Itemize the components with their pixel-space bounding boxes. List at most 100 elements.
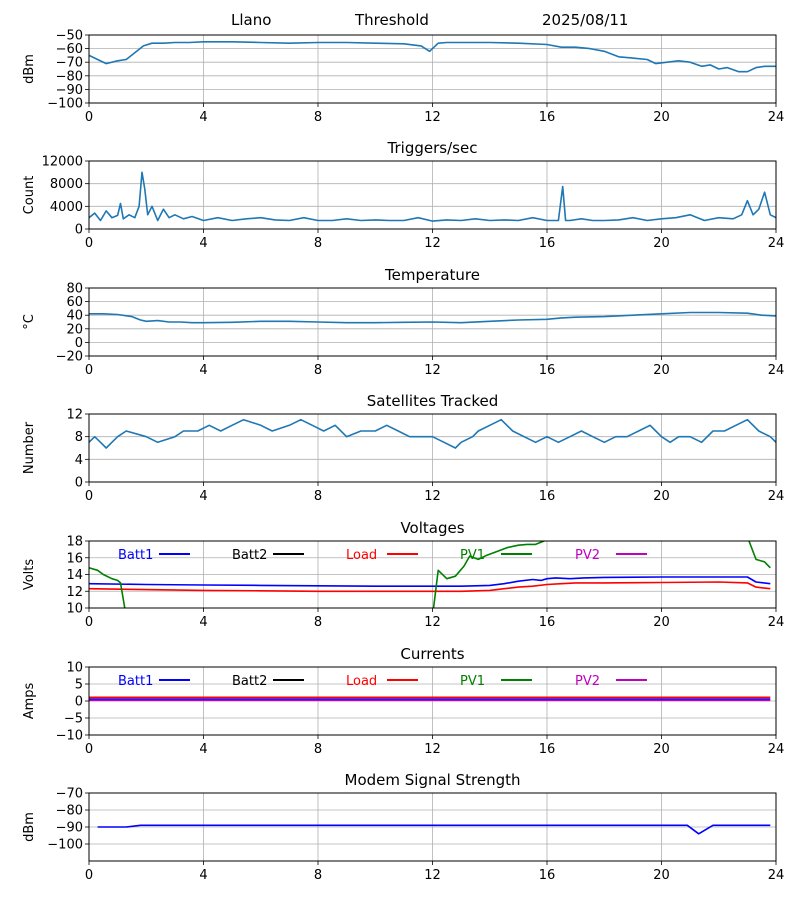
x-tick-label: 4 [199,868,207,883]
chart-title: Currents [400,645,464,663]
x-tick-label: 16 [539,489,556,504]
y-axis-label: dBm [22,812,37,842]
y-tick-label: −70 [56,787,83,802]
x-tick-label: 16 [539,110,556,125]
header-mode: Threshold [355,11,429,29]
x-tick-label: 24 [768,363,785,378]
x-tick-label: 12 [424,742,441,757]
y-tick-label: 12000 [42,155,83,170]
y-tick-label: 60 [66,295,83,310]
chart-6: 0 4 8 12 16 20 24 −100 −90 −80 −70 Modem Signal Str… [22,771,784,883]
series-line-pv1 [89,541,771,608]
chart-title: Temperature [384,266,480,284]
y-tick-label: 8000 [50,177,83,192]
chart-title: Voltages [400,519,464,537]
x-tick-label: 20 [653,489,670,504]
legend-label-batt1: Batt1 [118,548,153,563]
x-tick-label: 4 [199,363,207,378]
x-tick-label: 20 [653,868,670,883]
y-axis-label: Amps [22,682,37,719]
legend-label-load: Load [346,548,377,563]
y-tick-label: 0 [75,695,83,710]
x-tick-label: 24 [768,110,785,125]
y-tick-label: 80 [66,282,83,297]
x-tick-label: 12 [424,489,441,504]
y-tick-label: −90 [56,821,83,836]
legend-label-pv2: PV2 [575,674,600,689]
x-tick-label: 20 [653,742,670,757]
x-tick-label: 12 [424,236,441,251]
series-line-0 [89,40,776,73]
x-tick-label: 12 [424,110,441,125]
y-tick-label: 8 [75,430,83,445]
y-tick-label: 0 [75,336,83,351]
y-tick-label: −100 [47,838,83,853]
chart-title: Modem Signal Strength [345,771,521,789]
legend-label-batt2: Batt2 [232,674,267,689]
y-axis-label: Count [22,176,37,215]
y-tick-label: −10 [56,729,83,744]
header-site: Llano [231,11,272,29]
x-tick-label: 4 [199,110,207,125]
legend-label-batt1: Batt1 [118,674,153,689]
x-tick-label: 16 [539,363,556,378]
chart-title: Satellites Tracked [367,392,498,410]
x-tick-label: 8 [314,868,322,883]
x-tick-label: 0 [85,742,93,757]
x-tick-label: 8 [314,489,322,504]
x-tick-label: 8 [314,110,322,125]
y-axis-label: Number [22,421,37,474]
chart-1: 0 4 8 12 16 20 24 0 4000 8000 12000 Triggers/sec Cou… [22,139,784,251]
series-line-0 [97,824,771,835]
y-tick-label: 12 [66,408,83,423]
chart-title: Triggers/sec [387,139,478,157]
x-tick-label: 0 [85,868,93,883]
legend-label-batt2: Batt2 [232,548,267,563]
y-tick-label: 0 [75,476,83,491]
x-tick-label: 24 [768,742,785,757]
series-line-0 [89,171,776,222]
series-line-0 [89,418,776,449]
y-tick-label: 10 [66,661,83,676]
x-tick-label: 16 [539,868,556,883]
x-tick-label: 24 [768,236,785,251]
x-tick-label: 4 [199,236,207,251]
y-tick-label: −20 [56,350,83,365]
y-tick-label: 16 [66,551,83,566]
legend-label-pv2: PV2 [575,548,600,563]
x-tick-label: 24 [768,489,785,504]
x-tick-label: 12 [424,363,441,378]
y-tick-label: −5 [64,712,83,727]
y-tick-label: −50 [56,29,83,44]
x-tick-label: 12 [424,868,441,883]
x-tick-label: 8 [314,615,322,630]
x-tick-label: 8 [314,742,322,757]
y-tick-label: −100 [47,97,83,112]
series-line-0 [89,311,776,324]
series-line-batt1 [89,576,771,588]
y-tick-label: 14 [66,568,83,583]
x-tick-label: 16 [539,742,556,757]
chart-0: 0 4 8 12 16 20 24 −100−90−80−70−60−50 dBm [22,29,784,126]
x-tick-label: 4 [199,742,207,757]
x-tick-label: 8 [314,363,322,378]
x-tick-label: 24 [768,868,785,883]
x-tick-label: 20 [653,236,670,251]
x-tick-label: 0 [85,363,93,378]
y-tick-label: 4000 [50,200,83,215]
y-tick-label: 40 [66,309,83,324]
y-tick-label: −80 [56,69,83,84]
legend-label-load: Load [346,674,377,689]
y-tick-label: 20 [66,322,83,337]
chart-3: 0 4 8 12 16 20 24 0 4 8 12 Satellites Tracked Number [22,392,784,504]
x-tick-label: 20 [653,363,670,378]
y-tick-label: −70 [56,56,83,71]
x-tick-label: 0 [85,110,93,125]
y-tick-label: −60 [56,42,83,57]
x-tick-label: 24 [768,615,785,630]
x-tick-label: 0 [85,489,93,504]
